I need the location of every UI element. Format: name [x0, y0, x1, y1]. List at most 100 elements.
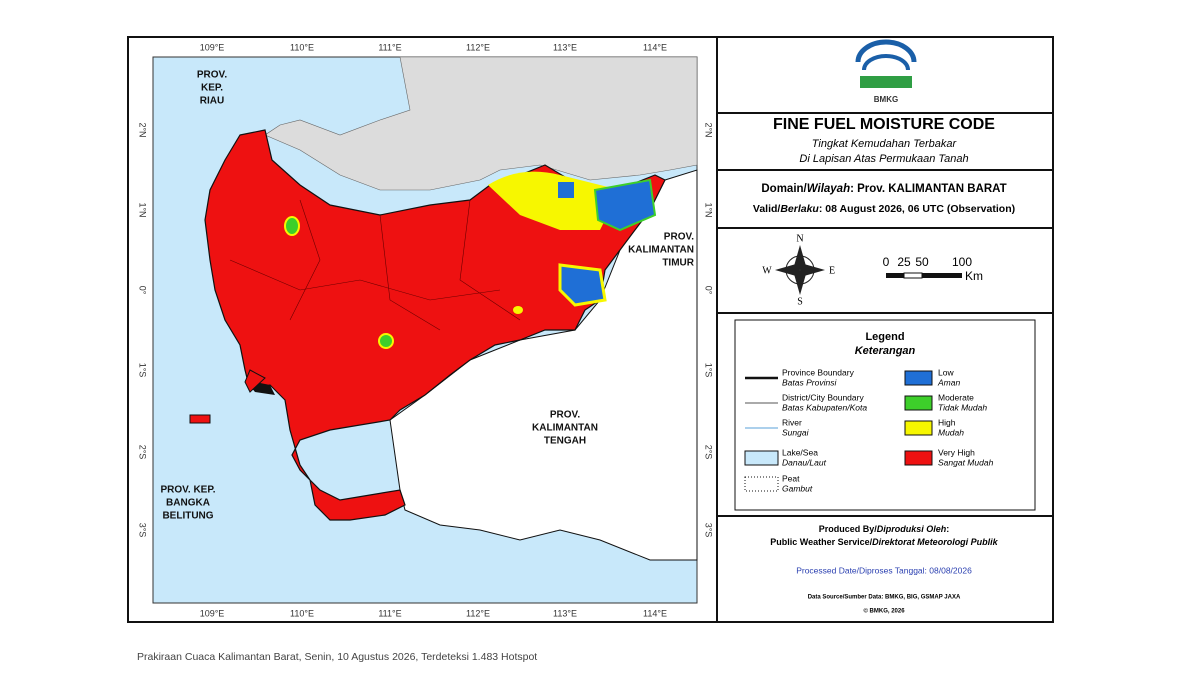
legend-label: Peat [782, 473, 800, 483]
lon-label: 114°E [643, 42, 667, 52]
legend-label: Mudah [938, 427, 964, 437]
legend-label: Low [938, 367, 954, 377]
legend-swatch [904, 420, 933, 436]
lon-label: 114°E [643, 608, 667, 618]
legend-label: District/City Boundary [782, 392, 864, 402]
map: PROV. KEP. RIAU PROV. KALIMANTAN TIMUR PROV. KA… [152, 56, 698, 604]
compass-s: S [797, 296, 803, 307]
subtitle: Di Lapisan Atas Permukaan Tanah [799, 153, 968, 165]
scale-label: 0 [883, 255, 890, 269]
scale-label: 100 [952, 255, 972, 269]
region-label: PROV. [550, 410, 580, 421]
produced-en: Produced By/ [819, 524, 878, 534]
valid: Valid/Berlaku: 08 August 2026, 06 UTC (O… [753, 203, 1015, 215]
scale-labels: 0 25 50 100 [883, 255, 973, 269]
scale-unit: Km [965, 269, 983, 283]
lat-label: 3°S [138, 523, 148, 538]
lat-label: 0° [138, 286, 148, 295]
legend-swatch [904, 450, 933, 466]
low-area [558, 263, 607, 307]
island [244, 369, 266, 393]
legend-swatch [904, 395, 933, 411]
region-label: PROV. [664, 232, 694, 243]
scale-label: 25 [897, 255, 911, 269]
high-spot [513, 306, 523, 314]
legend-subtitle: Keterangan [855, 345, 916, 357]
logo: BMKG [855, 39, 917, 104]
compass-w: W [762, 265, 772, 276]
high-spot [378, 333, 394, 349]
sarawak-land [264, 56, 698, 191]
legend-label: Moderate [938, 392, 974, 402]
legend-label: River [782, 417, 802, 427]
region-label: KALIMANTAN [532, 423, 598, 434]
low-area [593, 178, 657, 232]
legend-label: Aman [937, 377, 960, 387]
legend-label: Batas Provinsi [782, 377, 837, 387]
domain-id: Wilayah [807, 183, 850, 195]
region-label: PROV. [197, 70, 227, 81]
compass-n: N [796, 233, 803, 244]
legend-swatch [904, 370, 933, 386]
lon-label: 110°E [290, 42, 314, 52]
subtitle: Tingkat Kemudahan Terbakar [812, 138, 958, 150]
lat-label: 1°N [704, 202, 714, 217]
legend-label: Gambut [782, 483, 813, 493]
lon-label: 109°E [200, 608, 225, 618]
org-id: Direktorat Meteorologi Publik [872, 537, 999, 547]
region-label: KEP. [201, 83, 223, 94]
lat-label: 2°N [704, 122, 714, 137]
valid-en: Valid/ [753, 203, 781, 215]
region-label: TENGAH [544, 436, 586, 447]
legend-label: Batas Kabupaten/Kota [782, 402, 867, 412]
valid-id: Berlaku [780, 203, 819, 215]
region-label: RIAU [200, 96, 224, 107]
legend-label: Tidak Mudah [938, 402, 987, 412]
lat-label: 2°S [704, 445, 714, 460]
lat-label: 1°S [704, 363, 714, 378]
legend-label: Lake/Sea [782, 447, 818, 457]
region-label: BANGKA [166, 498, 210, 509]
compass: N S E W [762, 233, 835, 307]
lat-label: 3°S [704, 523, 714, 538]
legend-symbol [744, 450, 779, 466]
legend-symbol [744, 476, 779, 492]
region-labels: PROV. KEP. RIAU PROV. KALIMANTAN TIMUR PROV. KA… [160, 70, 694, 522]
scale-bar: 0 25 50 100 Km [883, 255, 983, 283]
domain: Domain/Wilayah: Prov. KALIMANTAN BARAT [761, 183, 1006, 195]
legend-label: Very High [938, 447, 975, 457]
domain-en: Domain/ [761, 183, 807, 195]
legend-label: Sangat Mudah [938, 457, 994, 467]
region-label: PROV. KEP. [160, 485, 215, 496]
scale-label: 50 [915, 255, 929, 269]
panel: BMKG FINE FUEL MOISTURE CODE Tingkat Kem… [717, 39, 1053, 615]
legend-label: Province Boundary [782, 367, 855, 377]
lon-label: 110°E [290, 608, 314, 618]
lon-label: 113°E [553, 608, 577, 618]
lon-label: 112°E [466, 42, 490, 52]
region-label: TIMUR [662, 258, 694, 269]
lon-label: 112°E [466, 608, 490, 618]
district-boundaries [229, 199, 521, 331]
lat-label: 2°S [138, 445, 148, 460]
domain-value: : Prov. KALIMANTAN BARAT [850, 183, 1007, 195]
copyright: © BMKG, 2026 [863, 608, 905, 615]
region-label: BELITUNG [162, 511, 213, 522]
lon-label: 111°E [378, 42, 401, 52]
lat-label: 0° [704, 286, 714, 295]
org-en: Public Weather Service/ [770, 537, 872, 547]
high-area [488, 171, 620, 230]
high-spot [284, 216, 300, 236]
lon-label: 113°E [553, 42, 577, 52]
produced-colon: : [946, 524, 949, 534]
legend-box [734, 319, 1036, 511]
island [189, 414, 211, 424]
lon-label: 111°E [378, 608, 401, 618]
legend-title: Legend [865, 331, 904, 343]
lat-label: 1°N [138, 202, 148, 217]
produced-id: Diproduksi Oleh [877, 524, 947, 534]
logo-text: BMKG [874, 95, 898, 104]
legend-label: Danau/Laut [782, 457, 827, 467]
